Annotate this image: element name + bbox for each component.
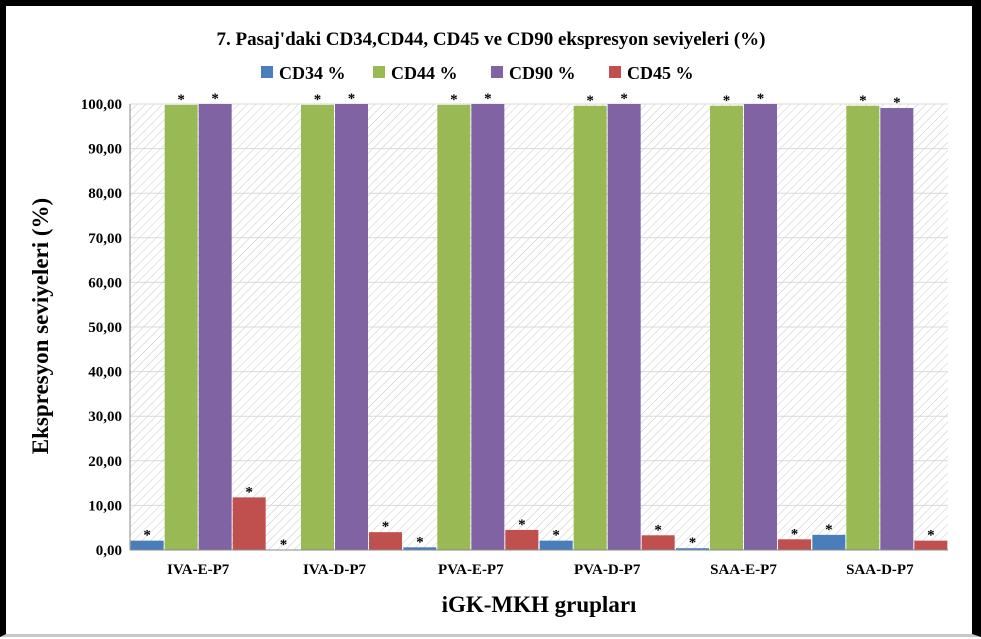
significance-marker: * [484,91,492,107]
bar-chart: 7. Pasaj'daki CD34,CD44, CD45 ve CD90 ek… [28,29,948,617]
bar [744,104,777,550]
significance-marker: * [689,535,697,551]
x-axis-title: iGK-MKH grupları [442,592,637,617]
significance-marker: * [654,522,662,538]
bar [676,548,709,550]
legend-label: CD44 % [391,63,458,83]
y-axis-title: Ekspresyon seviyeleri (%) [28,198,53,454]
bar [573,105,607,550]
significance-marker: * [280,537,288,553]
bar [880,108,914,550]
x-category-label: PVA-D-P7 [574,562,641,578]
significance-marker: * [791,526,799,542]
significance-marker: * [620,91,628,107]
bar [471,104,505,550]
significance-marker: * [518,517,526,533]
legend-label: CD34 % [279,63,346,83]
significance-marker: * [859,93,867,109]
y-tick-label: 90,00 [88,142,122,158]
y-axis-ticks: 0,00 10,00 20,00 30,00 40,00 50,00 60,00 70,00 8… [81,97,122,559]
significance-marker: * [893,95,901,111]
y-tick-label: 50,00 [88,320,122,336]
legend-swatch [491,66,503,78]
legend-swatch [261,66,273,78]
chart-title: 7. Pasaj'daki CD34,CD44, CD45 ve CD90 ek… [216,29,765,50]
x-category-label: IVA-E-P7 [167,562,230,578]
significance-markers: * * * * * * * * * * * * * * * * * * * * * * * * [143,91,934,553]
y-tick-label: 100,00 [81,97,122,113]
y-tick-label: 30,00 [88,409,122,425]
bar [301,104,334,550]
bar [641,535,675,550]
x-category-label: SAA-D-P7 [846,562,914,578]
significance-marker: * [927,528,935,544]
y-tick-label: 80,00 [88,186,122,202]
y-tick-label: 20,00 [88,454,122,470]
bar [437,104,471,550]
bar [812,534,846,550]
bar [607,104,641,550]
x-category-label: SAA-E-P7 [710,562,777,578]
bar [778,539,811,550]
bars [130,104,948,550]
significance-marker: * [348,91,356,107]
x-category-label: PVA-E-P7 [438,562,504,578]
legend-label: CD90 % [509,63,576,83]
x-axis-categories: IVA-E-P7 IVA-D-P7 PVA-E-P7 PVA-D-P7 SAA-E-P7… [167,562,914,578]
y-tick-label: 70,00 [88,231,122,247]
bar [914,540,948,550]
bar [369,532,402,550]
significance-marker: * [825,522,833,538]
gridlines [130,103,948,506]
y-tick-label: 10,00 [88,498,122,514]
bar [846,105,880,550]
significance-marker: * [586,93,594,109]
significance-marker: * [450,92,458,108]
y-tick-label: 60,00 [88,275,122,291]
bar [710,105,743,550]
significance-marker: * [552,528,560,544]
y-tick-label: 0,00 [96,543,122,559]
significance-marker: * [211,91,219,107]
legend-swatch [609,66,621,78]
bar [505,529,539,550]
bar [403,547,437,550]
significance-marker: * [245,484,253,500]
significance-marker: * [382,519,390,535]
legend-swatch [373,66,385,78]
y-tick-label: 40,00 [88,365,122,381]
significance-marker: * [314,92,322,108]
significance-marker: * [143,528,151,544]
x-category-label: IVA-D-P7 [303,562,367,578]
bar [539,540,573,550]
bar [130,540,164,550]
significance-marker: * [416,534,424,550]
bar [335,104,368,550]
bar [164,104,198,550]
legend-label: CD45 % [627,63,694,83]
legend: CD34 % CD44 % CD90 % CD45 % [261,63,694,83]
significance-marker: * [177,92,185,108]
bar [232,497,266,550]
significance-marker: * [757,91,765,107]
bar [198,104,232,550]
significance-marker: * [723,93,731,109]
